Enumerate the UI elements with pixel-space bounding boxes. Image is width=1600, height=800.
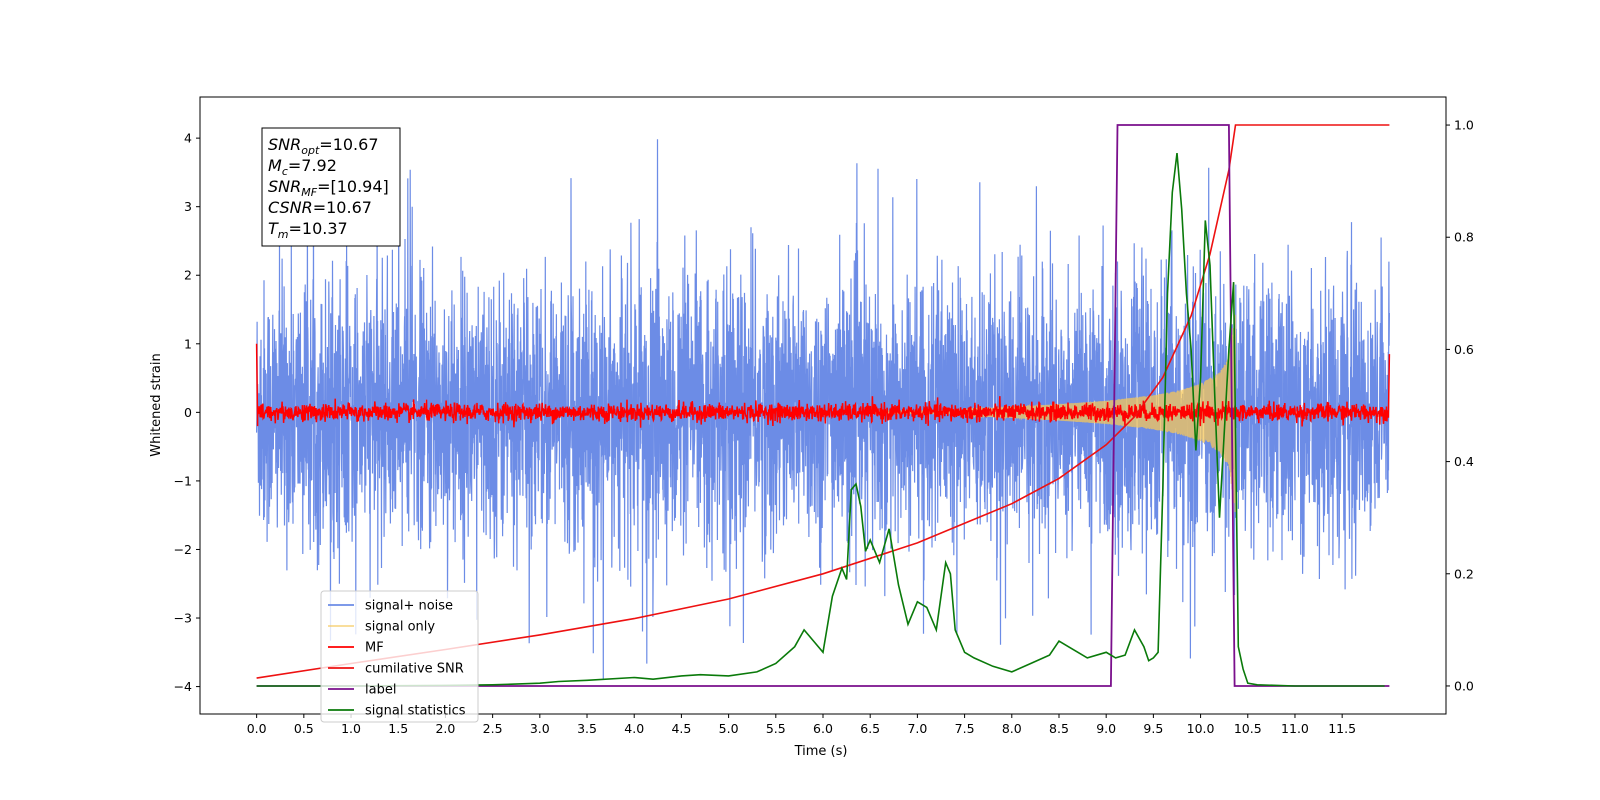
x-tick-label: 4.0 <box>624 721 644 736</box>
y-tick-label: 1 <box>184 336 192 351</box>
x-tick-label: 9.0 <box>1096 721 1116 736</box>
x-tick-label: 3.0 <box>530 721 550 736</box>
y2-tick-label: 0.8 <box>1454 230 1474 245</box>
legend-entry-label: label <box>365 683 396 698</box>
series-signal-noise <box>256 139 1390 680</box>
x-tick-label: 6.5 <box>860 721 880 736</box>
x-tick-label: 0.5 <box>294 721 314 736</box>
signal-statistics-line <box>256 153 1385 687</box>
y-tick-label: 4 <box>184 131 192 146</box>
x-tick-label: 10.5 <box>1234 721 1262 736</box>
y-tick-label: −3 <box>174 611 192 626</box>
annotation-tm: Tm=10.37 <box>268 219 348 241</box>
mf-line <box>255 343 1391 428</box>
legend: signal+ noise signal only MF cumilative SNR… <box>320 590 479 723</box>
x-tick-label: 4.5 <box>671 721 691 736</box>
x-tick-label: 7.5 <box>955 721 975 736</box>
x-tick-label: 6.0 <box>813 721 833 736</box>
y-tick-label: 2 <box>184 268 192 283</box>
y-tick-label: 3 <box>184 199 192 214</box>
y2-tick-label: 1.0 <box>1454 118 1474 133</box>
y2-tick-label: 0.0 <box>1454 678 1474 693</box>
x-tick-label: 11.5 <box>1328 721 1356 736</box>
y-axis-label: Whitened strain <box>149 353 164 456</box>
y2-tick-label: 0.2 <box>1454 566 1474 581</box>
y-axis-ticks: 4 3 2 1 0 −1 −2 −3 −4 <box>174 131 200 694</box>
annotation-snr-mf: SNRMF=[10.94] <box>268 177 389 199</box>
x-tick-label: 7.0 <box>907 721 927 736</box>
legend-entry-label: signal statistics <box>365 704 466 719</box>
label-line <box>256 124 1390 687</box>
x-tick-label: 2.0 <box>435 721 455 736</box>
series-cumulative-snr <box>256 124 1390 679</box>
x-tick-label: 1.0 <box>341 721 361 736</box>
x-tick-label: 3.5 <box>577 721 597 736</box>
x-tick-label: 1.5 <box>388 721 408 736</box>
x-axis-ticks: 0.0 0.5 1.0 1.5 2.0 2.5 3.0 3.5 4.0 4.5 5.0 5.5 6.0 6… <box>247 714 1356 736</box>
y2-axis-ticks: 1.0 0.8 0.6 0.4 0.2 0.0 <box>1446 118 1474 693</box>
cumulative-snr-line <box>256 124 1390 679</box>
annotation-csnr: CSNR=10.67 <box>268 198 372 217</box>
legend-entry-label: signal only <box>365 620 435 635</box>
legend-entry-label: MF <box>365 641 384 656</box>
y-tick-label: −4 <box>174 679 192 694</box>
annotation-mc: Mc=7.92 <box>268 156 337 178</box>
y-tick-label: −2 <box>174 542 192 557</box>
legend-entry-label: signal+ noise <box>365 599 453 614</box>
series-label <box>256 124 1390 687</box>
y2-tick-label: 0.4 <box>1454 454 1474 469</box>
x-tick-label: 2.5 <box>483 721 503 736</box>
legend-entry-label: cumilative SNR <box>365 662 464 677</box>
x-tick-label: 10.0 <box>1187 721 1215 736</box>
y-tick-label: −1 <box>174 473 192 488</box>
series-signal-statistics <box>256 153 1385 687</box>
x-tick-label: 8.5 <box>1049 721 1069 736</box>
annotation-snr-opt: SNRopt=10.67 <box>268 135 379 157</box>
y-tick-label: 0 <box>184 405 192 420</box>
x-tick-label: 9.5 <box>1143 721 1163 736</box>
series-mf <box>255 343 1391 428</box>
y2-tick-label: 0.6 <box>1454 342 1474 357</box>
annotation-box: SNRopt=10.67 Mc=7.92 SNRMF=[10.94] CSNR=… <box>261 127 401 247</box>
x-tick-label: 5.5 <box>766 721 786 736</box>
x-tick-label: 8.0 <box>1002 721 1022 736</box>
signal-noise-line <box>256 139 1390 680</box>
x-tick-label: 11.0 <box>1281 721 1309 736</box>
x-axis-label: Time (s) <box>794 744 848 759</box>
x-tick-label: 0.0 <box>247 721 267 736</box>
x-tick-label: 5.0 <box>719 721 739 736</box>
